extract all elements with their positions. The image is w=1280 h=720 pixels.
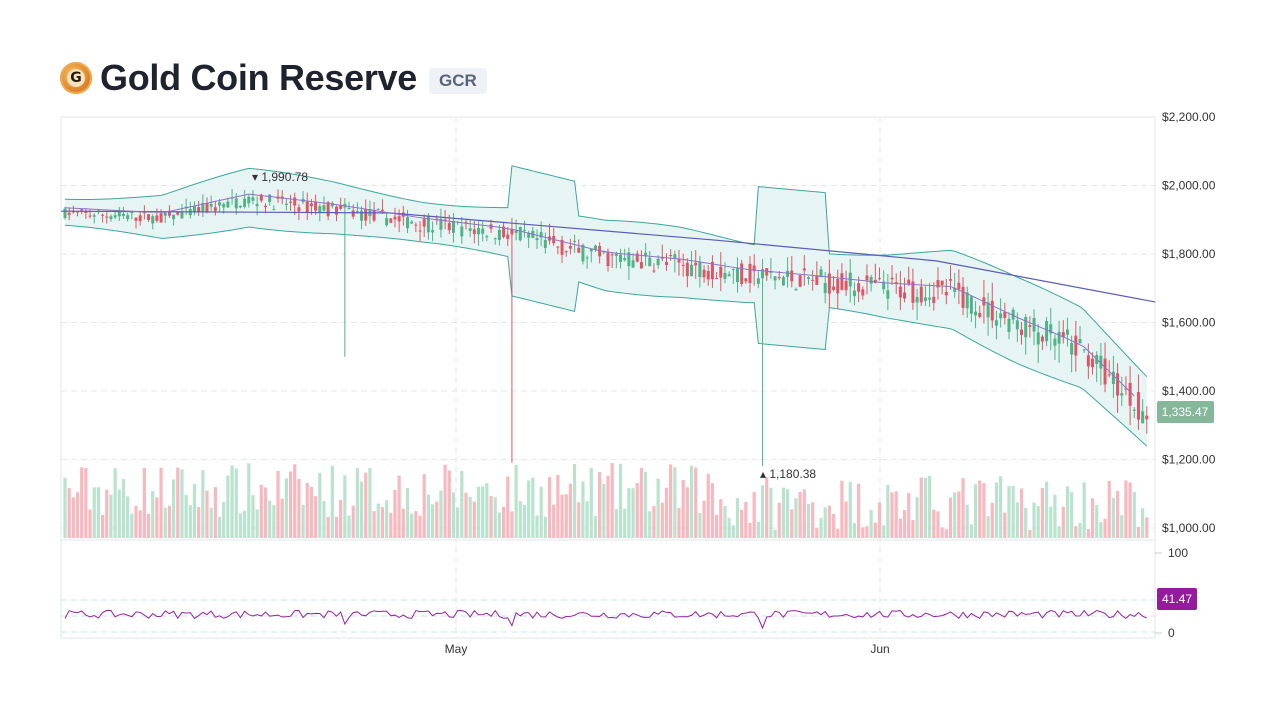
bollinger-band	[65, 165, 1147, 447]
plot-frame	[60, 116, 1156, 639]
sma-mid-line	[64, 193, 1135, 397]
svg-text:41.47: 41.47	[1162, 592, 1192, 606]
sma-long-line	[60, 210, 1156, 303]
page-title: Gold Coin Reserve	[100, 57, 417, 98]
price-tick: $1,800.00	[1162, 247, 1216, 261]
rsi-tick: 0	[1168, 626, 1175, 640]
chart-header: G Gold Coin Reserve GCR	[60, 57, 487, 98]
ticker-badge: GCR	[428, 68, 487, 94]
price-tick: $2,200.00	[1162, 110, 1216, 124]
price-tick: $2,000.00	[1162, 179, 1216, 193]
time-tick: Jun	[870, 642, 889, 656]
time-tick: May	[445, 642, 468, 656]
price-tick: $1,000.00	[1162, 521, 1216, 535]
gold-coin-icon: G	[60, 62, 92, 94]
rsi-line	[64, 609, 1148, 630]
low-annotation: ▴ 1,180.38	[760, 467, 816, 481]
price-tick: $1,600.00	[1162, 316, 1216, 330]
high-annotation: ▾ 1,990.78	[252, 170, 308, 184]
last-price-badge	[1157, 401, 1214, 423]
price-tick: $1,200.00	[1162, 453, 1216, 467]
rsi-value-badge	[1157, 588, 1197, 610]
rsi-tick: 100	[1168, 546, 1188, 560]
price-tick: $1,400.00	[1162, 384, 1216, 398]
svg-text:1,335.47: 1,335.47	[1162, 405, 1209, 419]
